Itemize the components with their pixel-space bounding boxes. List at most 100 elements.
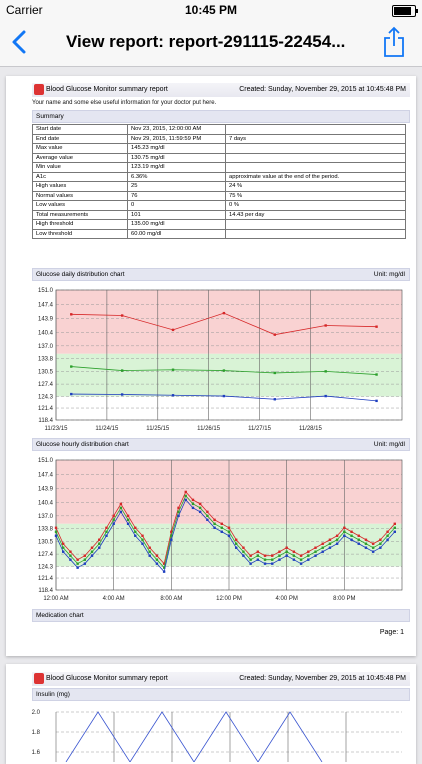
data-point: [90, 554, 94, 557]
summary-cell: 0 %: [225, 200, 406, 211]
data-point: [134, 534, 137, 537]
y-tick-label: 1.8: [32, 730, 41, 736]
data-point: [83, 558, 87, 561]
summary-cell: 6.36%: [127, 171, 226, 182]
summary-cell: 101: [127, 209, 226, 220]
daily-distribution-chart: 118.4 121.4 124.3 127.4 130.5 133.8 137.0 140.4…: [38, 288, 403, 432]
data-point: [171, 368, 175, 371]
summary-row: Low values 0 0 %: [32, 200, 406, 211]
data-point: [120, 393, 124, 396]
data-point: [90, 550, 94, 553]
summary-title: Summary: [36, 113, 64, 120]
data-point: [213, 518, 216, 522]
summary-cell: [225, 143, 406, 154]
data-point: [76, 558, 79, 561]
y-tick-label: 133.8: [38, 357, 54, 363]
series-line: [55, 499, 396, 573]
hourly-chart-header: Glucose hourly distribution chart Unit: m…: [32, 438, 410, 451]
report-subtitle: Your name and some else useful informati…: [32, 100, 217, 106]
data-point: [126, 518, 130, 522]
data-point: [126, 514, 130, 518]
summary-row: Min value 123.19 mg/dl: [32, 162, 406, 173]
data-point: [271, 562, 274, 565]
insulin-chart-title: Insulin (mg): [36, 691, 70, 698]
summary-cell: Total measurements: [32, 209, 128, 220]
report-header: Blood Glucose Monitor summary report Cre…: [32, 83, 410, 97]
summary-cell: approximate value at the end of the peri…: [225, 171, 406, 182]
summary-cell: Max value: [32, 143, 128, 154]
data-point: [299, 562, 303, 565]
data-point: [278, 550, 281, 553]
data-point: [213, 526, 216, 529]
navigation-bar: View report: report-291115-22454...: [0, 20, 422, 67]
data-point: [184, 490, 187, 494]
data-point: [112, 518, 115, 522]
data-point: [235, 538, 238, 541]
plot-frame: [55, 289, 403, 421]
data-point: [184, 498, 187, 502]
summary-cell: Min value: [32, 162, 128, 173]
summary-row: Max value 145.23 mg/dl: [32, 143, 406, 154]
report-created-date-2: Created: Sunday, November 29, 2015 at 10…: [239, 675, 406, 682]
y-tick-label: 151.0: [38, 458, 54, 464]
summary-row: A1c 6.36% approximate value at the end of …: [32, 171, 406, 182]
data-point: [292, 550, 296, 553]
y-tick-label: 140.4: [38, 330, 54, 336]
data-point: [162, 562, 166, 565]
summary-row: High threshold 135.00 mg/dl: [32, 219, 406, 230]
daily-chart-header: Glucose daily distribution chart Unit: mg…: [32, 268, 410, 281]
data-point: [227, 534, 231, 537]
data-point: [70, 365, 73, 368]
share-icon[interactable]: [382, 26, 406, 58]
data-point: [105, 534, 108, 537]
data-point: [141, 538, 144, 541]
report-page-2: Blood Glucose Monitor summary report Cre…: [6, 664, 416, 764]
report-header-2: Blood Glucose Monitor summary report Cre…: [32, 672, 410, 686]
data-point: [206, 510, 209, 514]
data-point: [148, 554, 151, 557]
y-tick-label: 124.3: [38, 394, 54, 400]
data-point: [307, 558, 310, 561]
data-point: [386, 530, 389, 533]
data-point: [307, 550, 310, 553]
summary-cell: End date: [32, 133, 128, 144]
y-tick-label: 147.4: [38, 472, 54, 478]
summary-row: Total measurements 101 14.43 per day: [32, 209, 406, 220]
x-tick-label: 8:00 PM: [333, 596, 355, 602]
data-point: [285, 550, 288, 553]
y-tick-label: 121.4: [38, 406, 54, 412]
data-point: [213, 522, 216, 526]
summary-cell: 135.00 mg/dl: [127, 219, 226, 230]
y-tick-label: 121.4: [38, 576, 54, 582]
data-point: [324, 370, 327, 373]
summary-table: Start date Nov 23, 2015, 12:00:00 AM End d…: [32, 124, 406, 239]
data-point: [379, 542, 382, 545]
data-point: [119, 502, 123, 506]
data-point: [227, 530, 231, 533]
data-point: [120, 369, 124, 372]
data-point: [357, 534, 360, 537]
data-point: [324, 394, 327, 398]
data-point: [119, 510, 123, 514]
data-point: [119, 506, 123, 510]
chevron-left-icon[interactable]: [8, 29, 32, 55]
data-point: [314, 546, 317, 549]
data-point: [105, 526, 108, 529]
data-point: [343, 530, 346, 533]
y-tick-label: 151.0: [38, 288, 54, 294]
data-point: [177, 514, 180, 518]
data-point: [98, 542, 101, 545]
status-bar: Carrier 10:45 PM: [0, 0, 422, 20]
y-tick-label: 130.5: [38, 540, 54, 546]
summary-cell: Nov 29, 2015, 11:59:59 PM: [127, 133, 226, 144]
data-point: [335, 538, 339, 541]
data-point: [162, 566, 166, 569]
y-tick-label: 140.4: [38, 500, 54, 506]
normal-range-band: [56, 353, 402, 397]
data-point: [350, 538, 353, 541]
data-point: [198, 510, 202, 514]
insulin-chart-header: Insulin (mg): [32, 688, 410, 701]
data-point: [148, 550, 151, 553]
data-point: [335, 542, 339, 545]
y-tick-label: 133.8: [38, 527, 54, 533]
